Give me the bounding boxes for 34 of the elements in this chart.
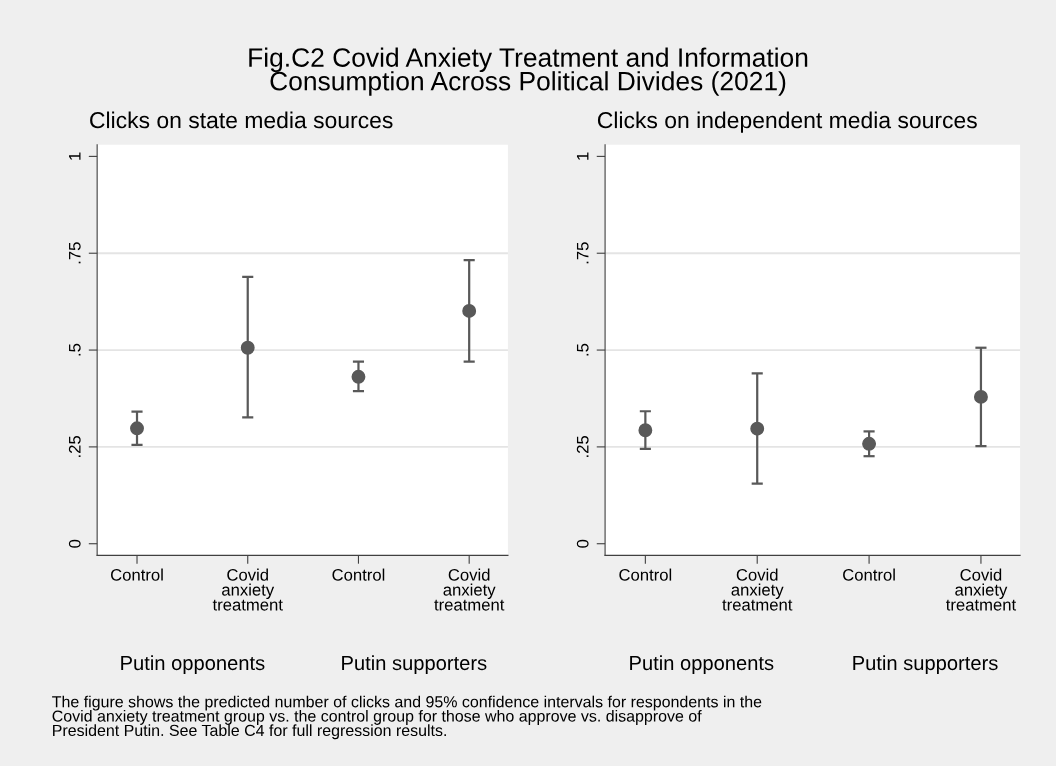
x-tick-label: Covid anxiety treatment [212, 568, 283, 611]
point [130, 421, 144, 436]
y-tick-label: .25 [576, 436, 589, 457]
y-tick-label: .5 [576, 343, 589, 356]
y-tick-label: 0 [68, 539, 81, 548]
x-tick-label: Control [843, 568, 895, 581]
y-tick-label: 1 [69, 152, 81, 160]
x-tick-label: Control [111, 568, 163, 581]
point [240, 340, 255, 355]
text: Putin opponents [630, 655, 774, 675]
point [638, 423, 653, 438]
text: Putin supporters [853, 655, 998, 675]
caption: Fig.C2 Covid Anxiety Treatment and Information Consumption Across Political Divides (2021) [249, 47, 808, 96]
point [862, 436, 877, 451]
text: The figure shows the predicted number of clicks and 95% confidence intervals for respondents in the Covid anxiety treatment group vs. the control group for those who approve vs. disapprove of President Putin. See Table C4 for full regression results. [52, 695, 762, 740]
y-tick-label: .25 [68, 436, 81, 457]
point [462, 303, 477, 318]
text: Putin supporters [342, 655, 487, 675]
point [351, 369, 366, 384]
x-tick-label: Control [619, 568, 672, 581]
point [750, 421, 765, 436]
x-tick-label: Covid anxiety treatment [722, 568, 793, 611]
y-tick-label: 1 [576, 152, 589, 160]
x-tick-label: Covid anxiety treatment [946, 568, 1017, 611]
text: Putin opponents [121, 655, 265, 675]
y-tick-label: .75 [576, 242, 589, 264]
x-tick-label: Covid anxiety treatment [434, 568, 505, 611]
chart-title: Clicks on state media sources [90, 111, 393, 129]
point [973, 389, 988, 404]
x-tick-label: Control [332, 568, 385, 581]
chart-title: Clicks on independent media sources [597, 111, 977, 133]
y-tick-label: 0 [576, 539, 589, 548]
y-tick-label: .5 [69, 343, 81, 356]
y-tick-label: .75 [69, 242, 81, 264]
